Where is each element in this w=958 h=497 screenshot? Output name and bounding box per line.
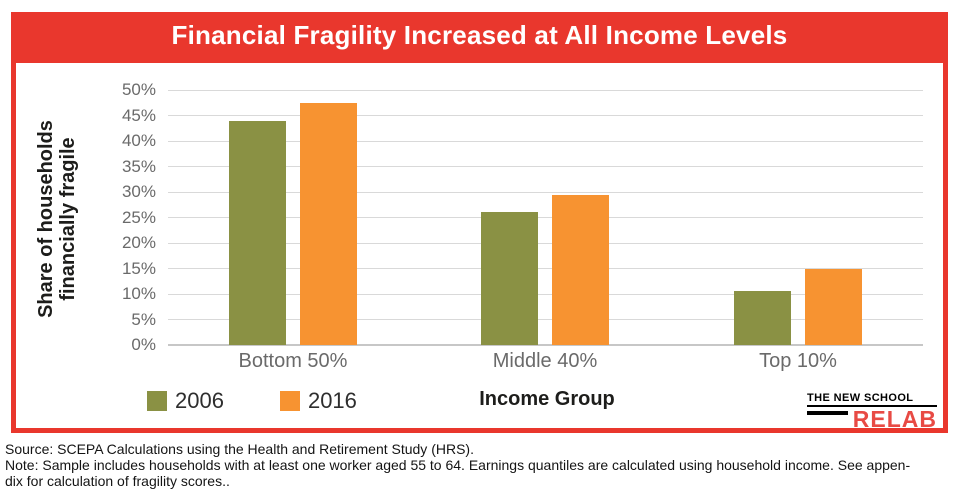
gridline-50 bbox=[168, 89, 923, 91]
legend-item-2006: 2006 bbox=[147, 388, 224, 413]
bar-2006-top-10- bbox=[734, 291, 791, 345]
bar-2006-bottom-50- bbox=[229, 120, 286, 345]
y-tick-15: 15% bbox=[121, 258, 156, 278]
y-tick-0: 0% bbox=[131, 335, 156, 354]
y-tick-25: 25% bbox=[121, 207, 156, 227]
y-tick-30: 30% bbox=[121, 182, 156, 201]
y-tick-40: 40% bbox=[121, 131, 156, 150]
logo-bottom-row: RELAB bbox=[807, 406, 937, 432]
legend-swatch-2006 bbox=[147, 391, 167, 411]
y-axis-title-line2: financially fragile bbox=[57, 137, 79, 301]
gridline-25 bbox=[168, 217, 923, 218]
gridline-45 bbox=[168, 115, 923, 116]
source-line: Source: SCEPA Calculations using the Hea… bbox=[5, 441, 474, 457]
legend-label-2006: 2006 bbox=[175, 388, 224, 413]
y-axis-title-line1: Share of households bbox=[35, 120, 57, 318]
gridline-40 bbox=[168, 140, 923, 142]
y-tick-10: 10% bbox=[121, 284, 156, 303]
y-tick-50: 50% bbox=[121, 80, 156, 99]
gridline-0 bbox=[168, 344, 923, 346]
logo-the-new-school: THE NEW SCHOOL bbox=[807, 392, 937, 407]
bar-2016-middle-40- bbox=[552, 194, 609, 345]
bar-2006-middle-40- bbox=[481, 212, 538, 345]
chart-title-banner: Financial Fragility Increased at All Inc… bbox=[11, 12, 948, 58]
y-tick-20: 20% bbox=[121, 233, 156, 252]
note-line-1: Note: Sample includes households with at… bbox=[5, 457, 911, 473]
bar-2016-bottom-50- bbox=[300, 102, 357, 345]
y-axis-title: Share of households financially fragile bbox=[35, 89, 81, 349]
legend-label-2016: 2016 bbox=[307, 388, 357, 413]
y-tick-5: 5% bbox=[131, 309, 156, 329]
logo-black-bar bbox=[807, 411, 848, 415]
gridline-30 bbox=[168, 191, 923, 193]
gridline-15 bbox=[168, 268, 923, 269]
gridline-20 bbox=[168, 242, 923, 244]
logo-relab-text: RELAB bbox=[852, 406, 937, 432]
category-label-top-10-: Top 10% bbox=[759, 350, 837, 372]
source-notes: Source: SCEPA Calculations using the Hea… bbox=[5, 441, 910, 489]
relab-logo: THE NEW SCHOOL RELAB bbox=[807, 392, 937, 432]
gridline-35 bbox=[168, 166, 923, 167]
category-label-bottom-50-: Bottom 50% bbox=[238, 350, 348, 372]
note-line-2: dix for calculation of fragility scores.… bbox=[5, 473, 230, 489]
page-title: Financial Fragility Increased at All Inc… bbox=[171, 19, 788, 50]
x-axis-title: Income Group bbox=[479, 388, 615, 410]
y-tick-35: 35% bbox=[121, 156, 156, 176]
gridline-10 bbox=[168, 293, 923, 295]
category-label-middle-40-: Middle 40% bbox=[492, 350, 598, 372]
chart-legend: 2006 2016 bbox=[147, 388, 357, 413]
legend-swatch-2016 bbox=[279, 391, 300, 411]
gridline-5 bbox=[168, 319, 923, 320]
y-tick-45: 45% bbox=[121, 105, 156, 125]
legend-item-2016: 2016 bbox=[279, 388, 357, 413]
bar-2016-top-10- bbox=[805, 268, 862, 345]
